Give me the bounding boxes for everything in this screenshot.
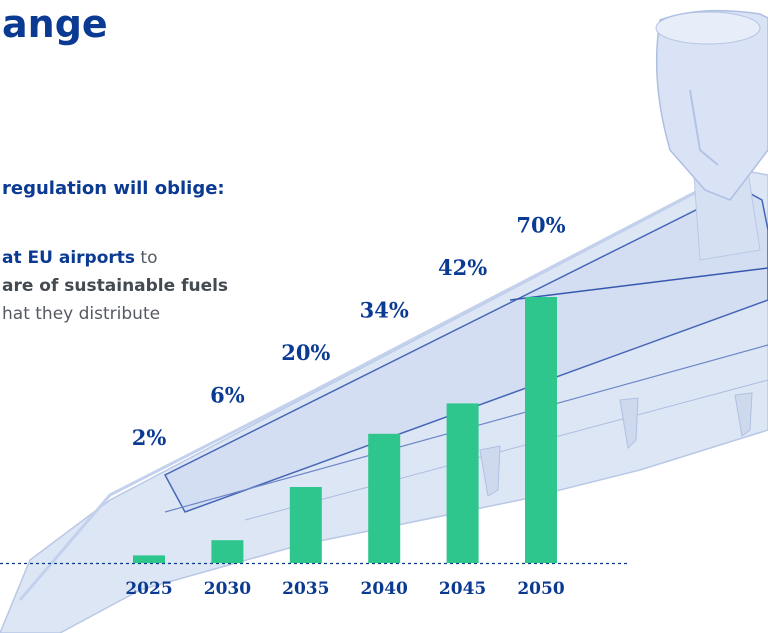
value-label-2025: 2%	[132, 425, 167, 450]
bar-2025	[133, 555, 165, 563]
value-label-2030: 6%	[210, 383, 245, 408]
year-label-2025: 2025	[125, 579, 172, 599]
bar-2030	[211, 540, 244, 563]
description-line-3: hat they distribute	[2, 304, 161, 324]
year-label-2050: 2050	[517, 579, 564, 599]
value-label-2035: 20%	[281, 340, 330, 365]
bar-2045	[446, 403, 479, 563]
value-label-2050: 70%	[516, 213, 565, 238]
page-heading: ange	[2, 2, 108, 46]
regulation-description: at EU airports to are of sustainable fue…	[2, 244, 228, 328]
subheading: regulation will oblige:	[2, 178, 225, 199]
year-label-2030: 2030	[204, 579, 251, 599]
value-label-2040: 34%	[360, 298, 409, 323]
airports-highlight: at EU airports	[2, 248, 136, 268]
year-label-2040: 2040	[361, 579, 408, 599]
bar-2040	[368, 433, 401, 563]
year-label-2035: 2035	[282, 579, 329, 599]
year-label-2045: 2045	[439, 579, 486, 599]
bar-2035	[289, 487, 322, 563]
airplane-illustration	[0, 9, 768, 633]
description-line-2: are of sustainable fuels	[2, 276, 229, 296]
description-line-1: at EU airports to	[2, 244, 228, 272]
description-line-1-rest: to	[135, 248, 158, 268]
bar-2050	[525, 297, 557, 563]
value-label-2045: 42%	[438, 255, 487, 280]
bars-group: 2% 2025 6% 2030 20% 2035 34% 2040 42% 2045 70% 2050	[0, 213, 630, 599]
